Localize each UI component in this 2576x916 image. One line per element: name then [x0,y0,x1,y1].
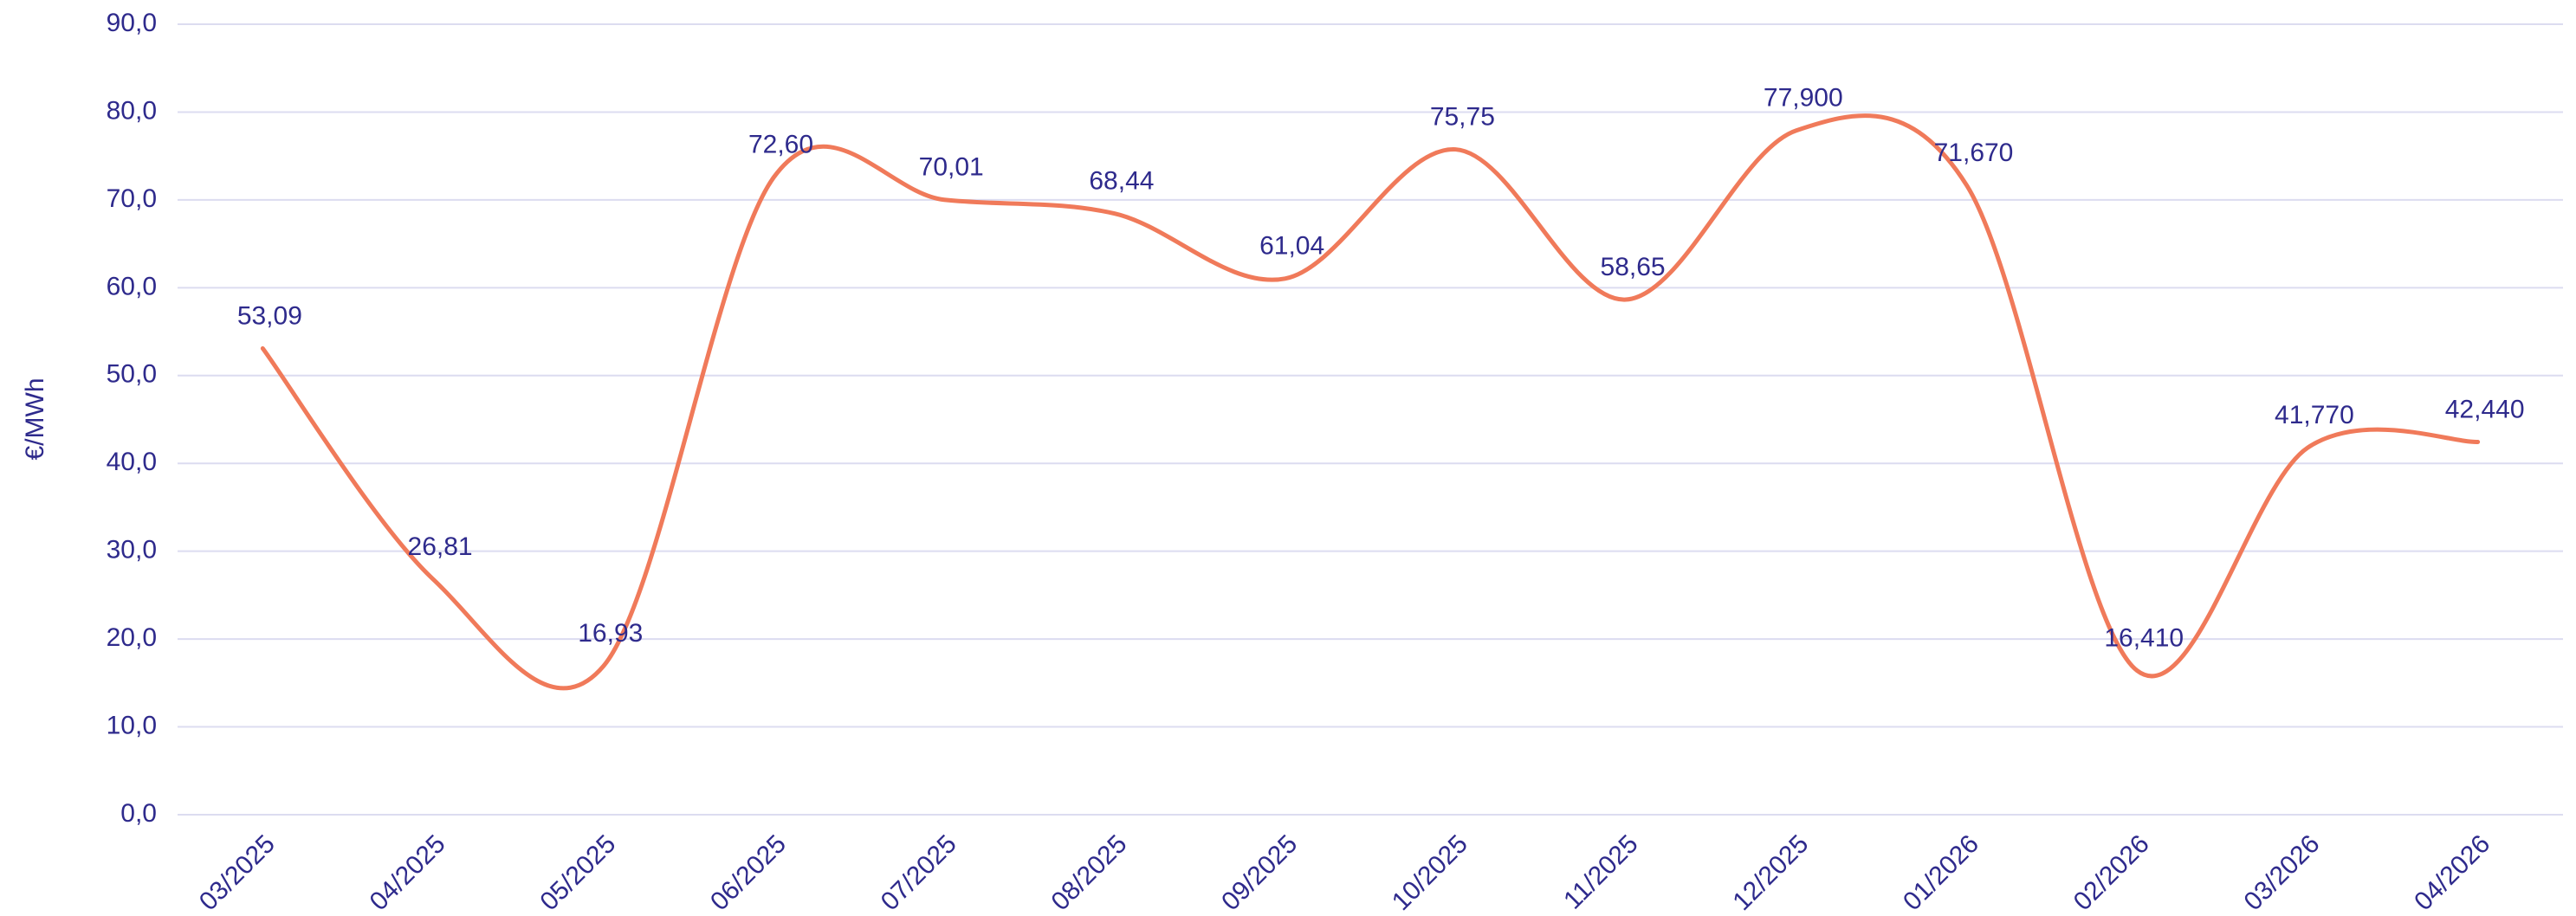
data-label: 61,04 [1259,232,1324,261]
y-tick-label: 40,0 [107,448,157,476]
data-label: 71,670 [1934,139,2014,167]
y-axis-label: €/MWh [21,377,49,460]
y-tick-label: 20,0 [107,623,157,652]
y-tick-label: 0,0 [120,799,157,828]
data-label: 53,09 [237,301,302,330]
x-tick-label: 04/2025 [365,829,451,916]
data-label: 16,410 [2104,623,2184,652]
data-label: 68,44 [1089,167,1154,196]
x-tick-label: 10/2025 [1387,829,1473,916]
x-tick-label: 06/2025 [705,829,792,916]
x-tick-label: 08/2025 [1045,829,1132,916]
y-tick-label: 90,0 [107,9,157,37]
data-label: 72,60 [748,130,813,158]
x-tick-label: 12/2025 [1727,829,1814,916]
x-tick-label: 11/2025 [1558,829,1643,914]
y-tick-label: 70,0 [107,184,157,213]
y-tick-label: 80,0 [107,96,157,125]
data-label: 41,770 [2275,401,2354,429]
x-tick-label: 03/2026 [2238,829,2325,916]
data-label: 75,75 [1430,102,1495,131]
x-tick-label: 07/2025 [876,829,962,916]
data-label: 26,81 [408,532,473,561]
data-label: 58,65 [1601,253,1666,281]
data-label: 16,93 [578,619,643,648]
x-tick-label: 03/2025 [194,829,281,916]
data-label: 70,01 [919,153,984,182]
data-label: 42,440 [2445,395,2525,423]
x-tick-label: 05/2025 [534,829,621,916]
x-tick-label: 09/2025 [1216,829,1303,916]
x-tick-label: 02/2026 [2068,829,2155,916]
y-tick-label: 50,0 [107,360,157,389]
y-tick-label: 30,0 [107,536,157,564]
data-label: 77,900 [1764,84,1843,113]
x-tick-label: 01/2026 [1898,829,1984,916]
line-series [260,113,2481,691]
x-tick-label: 04/2026 [2409,829,2495,916]
y-tick-label: 60,0 [107,272,157,300]
y-tick-label: 10,0 [107,711,157,739]
